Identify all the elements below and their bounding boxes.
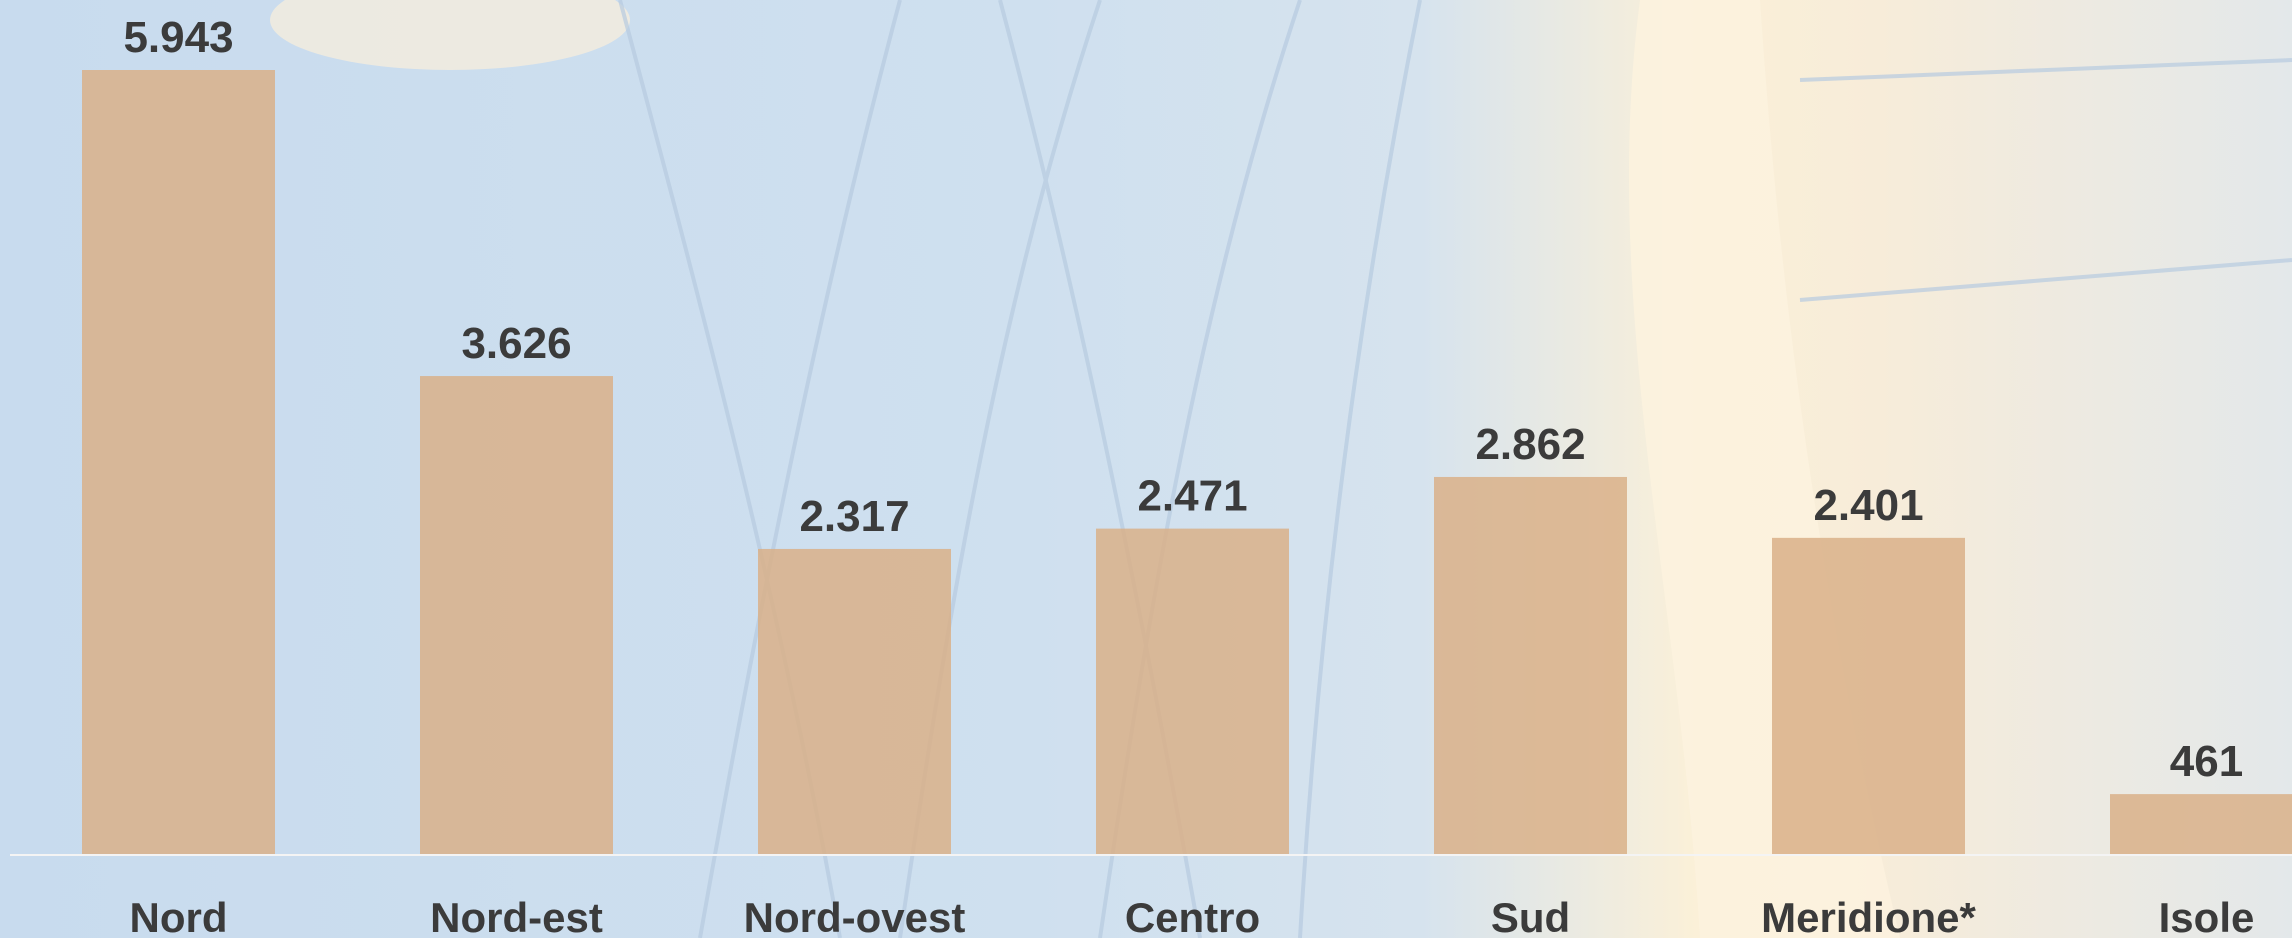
plot [82, 70, 2292, 855]
value-label: 5.943 [123, 13, 233, 62]
value-label: 3.626 [461, 319, 571, 368]
value-label: 2.862 [1475, 420, 1585, 469]
bar [758, 548, 951, 855]
value-label: 2.401 [1813, 481, 1923, 530]
bar [82, 70, 275, 855]
category-label: Nord-est [430, 894, 603, 938]
bar [1096, 528, 1289, 855]
value-label: 461 [2170, 737, 2243, 786]
bar [2110, 794, 2292, 855]
value-label: 2.471 [1137, 472, 1247, 521]
bar [1434, 476, 1627, 855]
category-label: Isole [2159, 894, 2255, 938]
category-label: Sud [1491, 894, 1570, 938]
value-label: 2.317 [799, 492, 909, 541]
bar [420, 376, 613, 855]
category-label: Nord [130, 894, 228, 938]
bar [1772, 537, 1965, 855]
category-label: Centro [1125, 894, 1260, 938]
category-label: Nord-ovest [744, 894, 966, 938]
category-label: Meridione* [1761, 894, 1976, 938]
